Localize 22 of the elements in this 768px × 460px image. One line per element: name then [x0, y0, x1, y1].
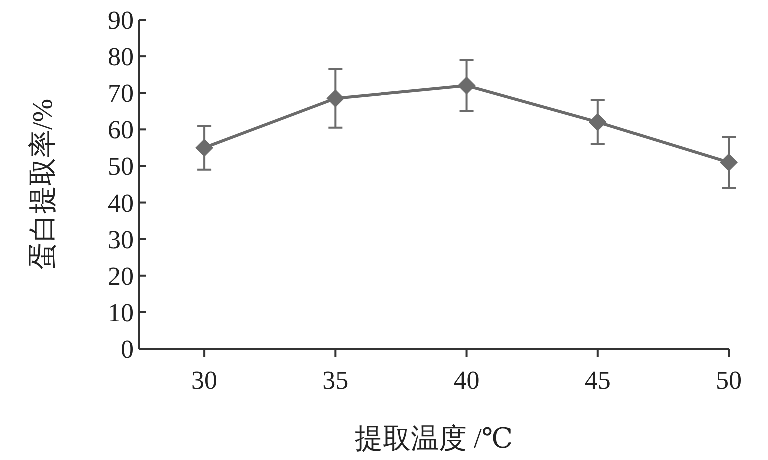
x-tick-label: 40	[454, 366, 480, 395]
y-tick-label: 90	[108, 6, 134, 35]
y-axis-title: 蛋白提取率/%	[28, 98, 59, 270]
y-tick-label: 20	[108, 262, 134, 291]
y-tick-label: 40	[108, 188, 134, 218]
x-tick-label: 50	[716, 366, 742, 395]
x-tick-label: 35	[322, 366, 349, 395]
y-tick-label: 60	[108, 116, 134, 145]
x-axis-title: 提取温度 /℃	[354, 424, 514, 455]
point	[458, 76, 476, 95]
x-tick-label: 30	[192, 366, 218, 395]
y-tick-label: 30	[108, 225, 134, 254]
x-tick-label: 45	[584, 366, 611, 395]
point	[326, 90, 345, 108]
y-tick-label: 50	[108, 152, 134, 182]
y-tick-label: 70	[108, 79, 134, 108]
y-tick-label: 10	[108, 298, 134, 328]
y-tick-label: 0	[121, 335, 134, 364]
point	[720, 154, 738, 172]
point	[196, 138, 214, 157]
y-tick-label: 80	[108, 42, 134, 72]
point	[588, 113, 607, 132]
